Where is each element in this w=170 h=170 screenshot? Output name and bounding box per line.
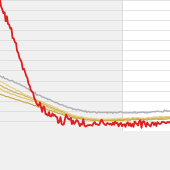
Bar (122, 0, 170, 131)
